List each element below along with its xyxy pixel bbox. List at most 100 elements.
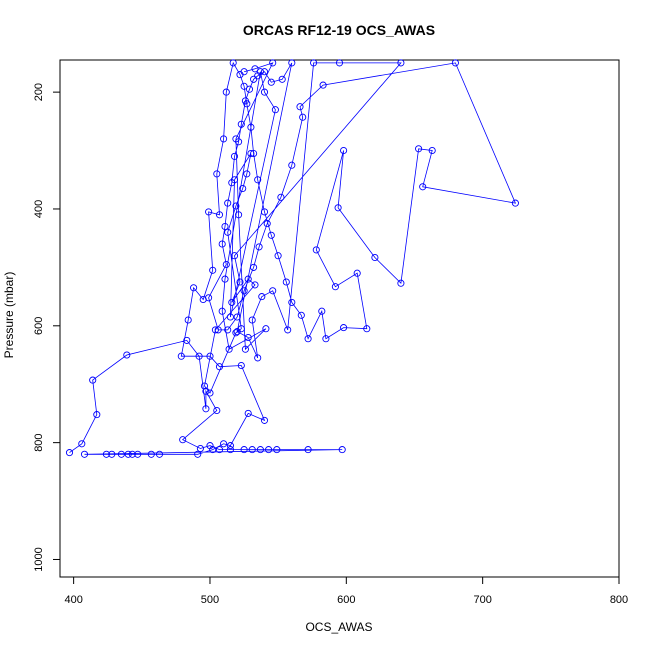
data-point [200, 382, 209, 390]
data-point [232, 135, 240, 143]
data-point [177, 352, 185, 360]
data-point [335, 59, 344, 67]
data-point [221, 275, 229, 283]
data-point [340, 146, 348, 155]
data-point [226, 313, 234, 321]
data-point [260, 88, 269, 96]
data-point [226, 446, 234, 454]
data-point [240, 68, 248, 76]
x-tick-label: 700 [473, 594, 491, 606]
data-point [254, 176, 262, 184]
data-point [214, 326, 222, 334]
data-point [215, 446, 224, 454]
data-point [256, 446, 264, 454]
data-point [254, 354, 262, 362]
data-point [244, 333, 252, 342]
x-tick-label: 800 [610, 594, 628, 606]
data-point [511, 199, 519, 207]
data-point [322, 335, 330, 343]
data-point [117, 450, 125, 458]
data-point [206, 352, 214, 360]
data-point [237, 120, 245, 128]
data-point [247, 149, 255, 158]
data-point [299, 113, 307, 121]
data-point [205, 208, 213, 216]
data-point [226, 442, 234, 450]
data-point [230, 152, 239, 160]
data-point [245, 85, 254, 93]
data-point [236, 278, 244, 286]
data-point [318, 307, 326, 315]
data-point [218, 307, 226, 315]
x-tick-label: 500 [201, 594, 219, 606]
data-point [241, 97, 249, 105]
data-point [331, 283, 339, 291]
data-point [124, 450, 132, 458]
data-point [108, 450, 116, 458]
data-point [304, 335, 312, 343]
data-point [258, 293, 266, 301]
data-point [224, 326, 232, 334]
y-tick-label: 200 [33, 83, 45, 101]
data-point [233, 313, 241, 321]
data-point [271, 106, 279, 114]
data-point [260, 68, 269, 76]
data-point [250, 263, 258, 271]
data-point [220, 135, 228, 143]
data-point [209, 266, 217, 274]
data-point [224, 199, 232, 207]
data-point [248, 316, 256, 324]
data-point [206, 389, 214, 397]
data-point [251, 65, 259, 73]
y-tick-label: 400 [33, 200, 45, 218]
y-tick-label: 1000 [33, 547, 45, 571]
data-point [93, 411, 101, 419]
data-point [269, 59, 277, 67]
data-point [288, 59, 296, 67]
data-point [183, 336, 191, 344]
x-tick-label: 400 [64, 594, 82, 606]
data-point [353, 269, 361, 277]
data-point [224, 228, 232, 236]
data-point [215, 363, 224, 371]
data-point [225, 345, 233, 353]
data-point [237, 325, 245, 333]
data-point [265, 446, 273, 454]
y-tick-label: 800 [33, 433, 45, 451]
data-point [310, 59, 318, 67]
data-point [260, 416, 269, 424]
data-point [213, 406, 221, 415]
data-point [155, 450, 164, 458]
data-point [215, 211, 224, 219]
data-point [78, 440, 86, 448]
data-point [251, 281, 259, 289]
data-point [134, 450, 142, 458]
data-point [340, 324, 348, 332]
data-point [230, 252, 239, 260]
data-point [363, 325, 371, 333]
x-axis: 400 500 600 700 800 [64, 576, 628, 606]
data-point [278, 75, 286, 83]
data-point [213, 170, 221, 178]
data-point [235, 211, 243, 219]
data-point [248, 446, 256, 454]
data-point [296, 103, 304, 111]
data-point [229, 59, 237, 67]
data-point [260, 208, 269, 216]
data-point [262, 325, 270, 333]
data-point [334, 204, 342, 212]
data-point [202, 387, 210, 395]
data-point [195, 352, 203, 360]
chart-title: ORCAS RF12-19 OCS_AWAS [243, 22, 435, 38]
data-point [273, 446, 281, 454]
data-point [240, 287, 248, 295]
data-point [232, 329, 240, 337]
data-point [247, 123, 255, 131]
data-point [194, 450, 202, 458]
data-point [297, 311, 305, 319]
data-point [179, 436, 187, 444]
data-point [184, 316, 192, 324]
data-point [80, 450, 89, 458]
data-point [255, 243, 263, 251]
y-tick-label: 600 [33, 317, 45, 335]
